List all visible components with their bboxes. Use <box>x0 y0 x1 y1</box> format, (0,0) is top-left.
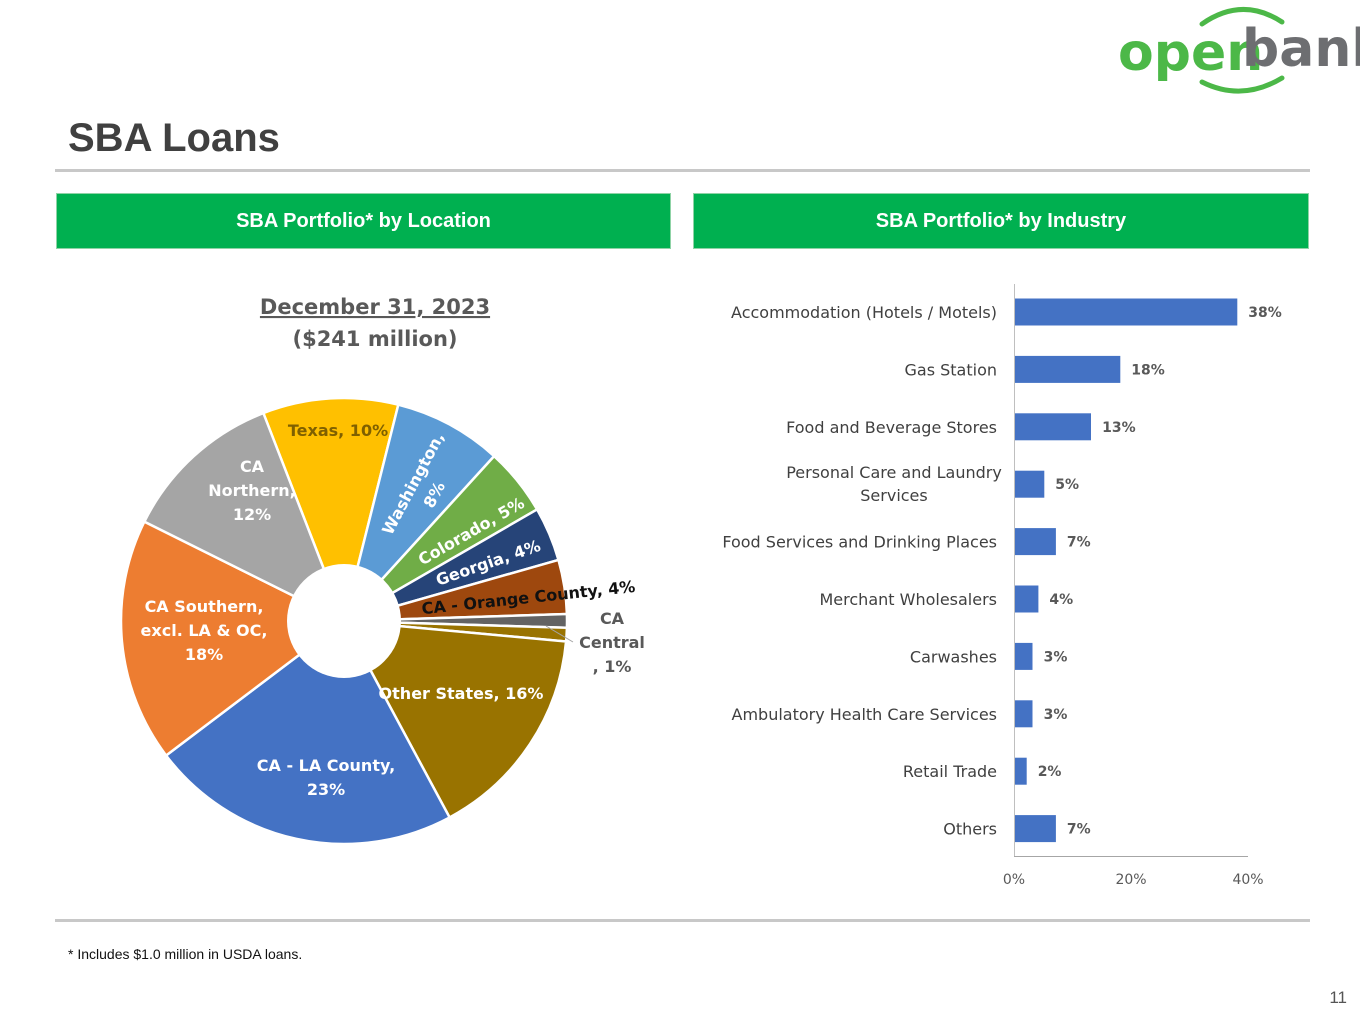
pie-slice-7 <box>341 619 568 820</box>
bar-x-tick-2: 40% <box>1232 872 1263 888</box>
bar-4 <box>1015 528 1056 556</box>
bar-value-label-9: 7% <box>1067 822 1091 838</box>
bar-category-label-6: Carwashes <box>910 647 997 666</box>
pie-label-10: CA Northern, 12% <box>208 457 296 524</box>
industry-bar-chart: 38% Accommodation (Hotels / Motels) 18% Gas… <box>722 284 1282 888</box>
bar-9 <box>1015 815 1056 843</box>
pie-label-0: Texas, 10% <box>288 421 388 440</box>
pie-slice-8 <box>164 619 452 846</box>
bar-category-label-5: Merchant Wholesalers <box>820 590 998 609</box>
pie-slice-0 <box>261 396 400 626</box>
ca-central-leader-line <box>545 625 574 643</box>
location-pie-chart: December 31, 2023 ($241 million) Texas, … <box>119 295 645 846</box>
bar-7 <box>1015 700 1033 728</box>
bar-category-label-2: Food and Beverage Stores <box>786 418 997 437</box>
pie-slice-9 <box>119 520 347 758</box>
bar-1 <box>1015 355 1121 383</box>
logo-word-bank: bank <box>1242 19 1360 79</box>
pie-subtitle: ($241 million) <box>292 327 457 351</box>
bar-2 <box>1015 413 1091 441</box>
location-section-header: SBA Portfolio* by Location <box>56 193 671 249</box>
bar-category-label-8: Retail Trade <box>903 762 997 781</box>
bar-value-label-5: 4% <box>1049 592 1073 608</box>
bar-5 <box>1015 585 1039 613</box>
bar-value-label-0: 38% <box>1248 305 1282 321</box>
footnote: * Includes $1.0 million in USDA loans. <box>68 946 303 962</box>
bar-0 <box>1015 298 1238 326</box>
page-number: 11 <box>1329 988 1347 1007</box>
bar-value-label-3: 5% <box>1055 477 1079 493</box>
top-divider <box>55 169 1310 172</box>
page-title: SBA Loans <box>68 116 280 160</box>
pie-slice-10 <box>142 411 347 624</box>
bar-value-label-4: 7% <box>1067 535 1091 551</box>
bar-category-label-0: Accommodation (Hotels / Motels) <box>731 303 997 322</box>
bar-category-label-1: Gas Station <box>904 360 997 379</box>
pie-label-6: CA Central, 1% <box>579 609 645 676</box>
bottom-divider <box>55 919 1310 922</box>
bar-x-tick-1: 20% <box>1115 872 1146 888</box>
pie-label-9: CA Southern, excl. LA & OC, 18% <box>141 597 268 664</box>
bar-category-label-7: Ambulatory Health Care Services <box>732 705 998 724</box>
bar-category-label-4: Food Services and Drinking Places <box>722 533 997 552</box>
industry-section-header: SBA Portfolio* by Industry <box>693 193 1309 249</box>
donut-hole <box>287 564 401 678</box>
pie-title: December 31, 2023 <box>260 295 490 319</box>
bar-value-label-6: 3% <box>1044 649 1068 665</box>
bar-value-label-1: 18% <box>1131 362 1165 378</box>
pie-label-8: CA - LA County, 23% <box>257 756 395 799</box>
pie-label-7: Other States, 16% <box>379 684 544 703</box>
bar-x-tick-0: 0% <box>1003 872 1025 888</box>
openbank-logo: open bank <box>1118 7 1360 94</box>
pie-slice-1 <box>342 403 496 622</box>
bar-value-label-2: 13% <box>1102 420 1136 436</box>
logo-word-open: open <box>1118 23 1263 83</box>
bar-category-label-3: Personal Care and Laundry Services <box>786 463 1002 505</box>
bar-category-label-9: Others <box>943 820 997 839</box>
bar-3 <box>1015 470 1045 498</box>
bar-value-label-8: 2% <box>1038 764 1062 780</box>
bar-6 <box>1015 642 1033 670</box>
bar-8 <box>1015 757 1027 785</box>
bar-value-label-7: 3% <box>1044 707 1068 723</box>
